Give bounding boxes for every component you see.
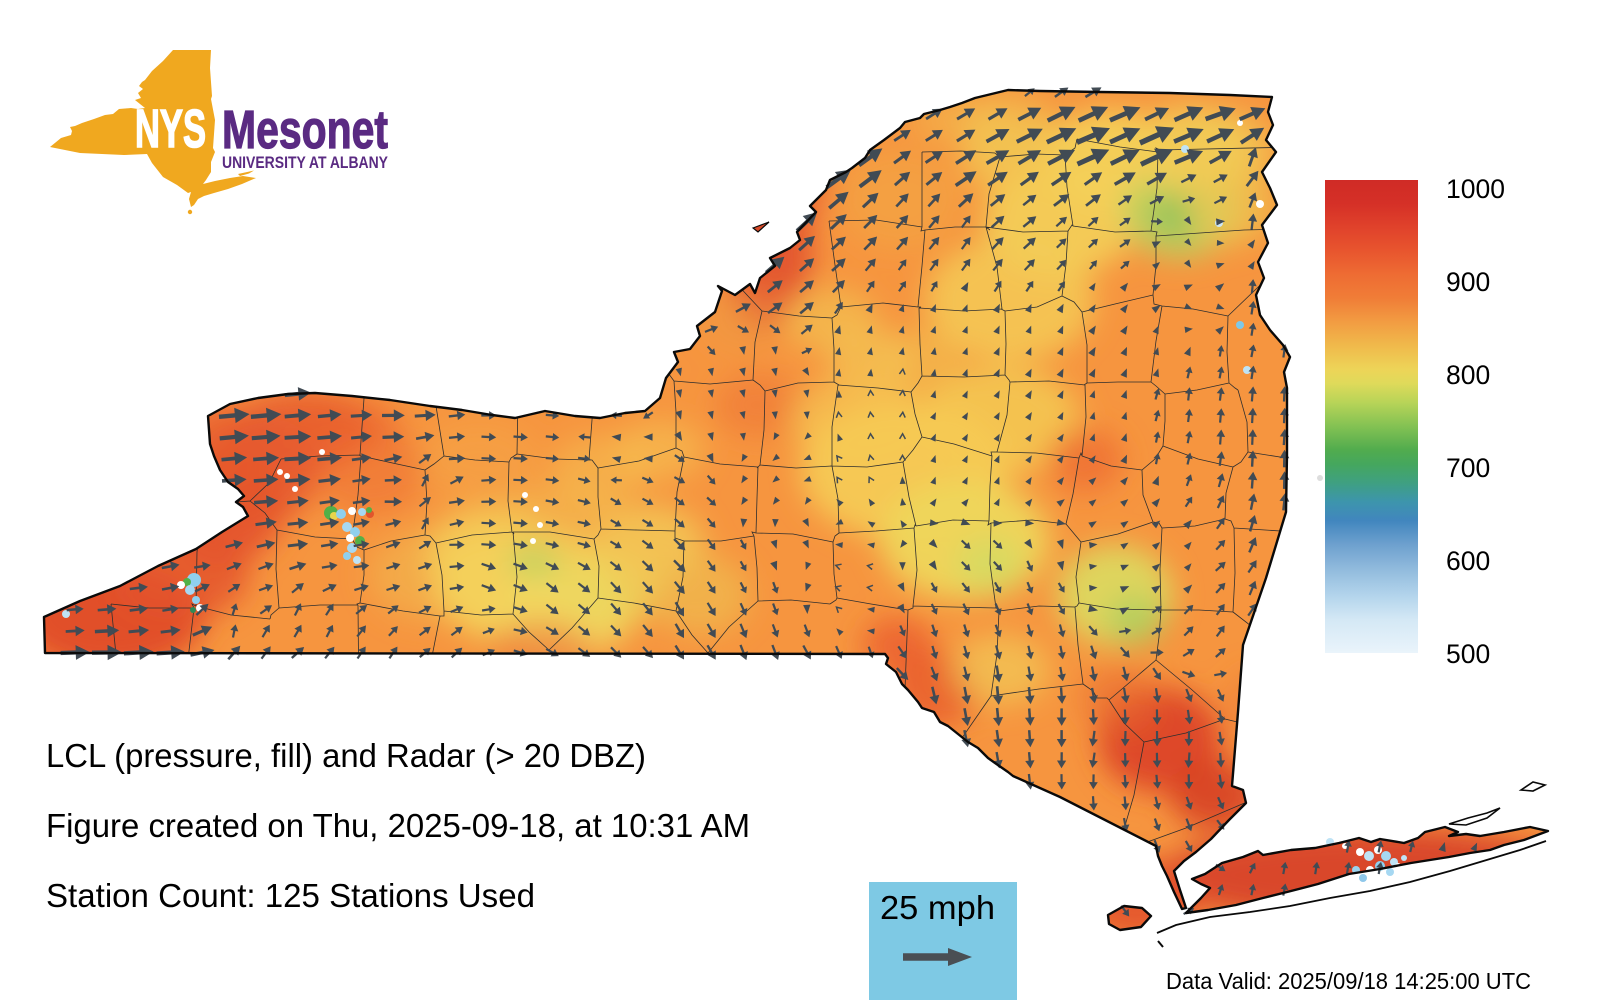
svg-text:UNIVERSITY AT ALBANY: UNIVERSITY AT ALBANY (222, 153, 389, 172)
svg-text:800: 800 (1446, 360, 1490, 390)
svg-text:600: 600 (1446, 546, 1490, 576)
svg-text:Data Valid: 2025/09/18 14:25:0: Data Valid: 2025/09/18 14:25:00 UTC (1166, 968, 1531, 994)
svg-text:Station Count: 125 Stations Us: Station Count: 125 Stations Used (46, 877, 535, 914)
svg-text:Mesonet: Mesonet (222, 100, 388, 160)
svg-text:Figure created on Thu, 2025-09: Figure created on Thu, 2025-09-18, at 10… (46, 807, 750, 844)
svg-text:25 mph: 25 mph (880, 889, 995, 926)
svg-text:LCL (pressure, fill) and Radar: LCL (pressure, fill) and Radar (> 20 DBZ… (46, 737, 646, 774)
svg-text:500: 500 (1446, 639, 1490, 669)
svg-text:NYS: NYS (135, 99, 206, 159)
svg-text:700: 700 (1446, 453, 1490, 483)
svg-text:900: 900 (1446, 267, 1490, 297)
svg-text:1000: 1000 (1446, 174, 1505, 204)
